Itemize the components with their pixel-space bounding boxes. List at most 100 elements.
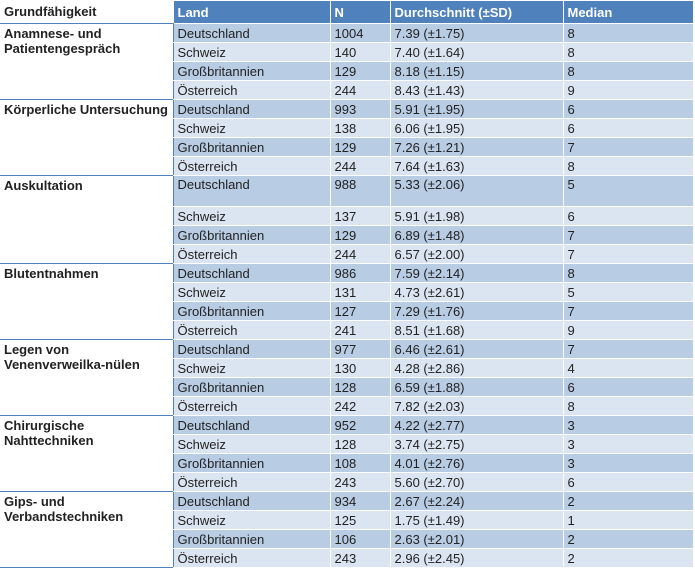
n-cell: 128	[329, 434, 391, 454]
mean-sd-cell: 7.29 (±1.76)	[389, 301, 564, 321]
median-cell: 1	[562, 510, 694, 530]
country-cell: Schweiz	[172, 118, 331, 138]
median-cell: 3	[562, 415, 694, 435]
median-cell: 7	[562, 225, 694, 245]
median-cell: 2	[562, 491, 694, 511]
data-row: Körperliche Untersuchung Deutschland 993 5.…	[0, 99, 694, 176]
mean-sd-cell: 5.60 (±2.70)	[389, 472, 564, 492]
mean-sd-cell: 2.67 (±2.24)	[389, 491, 564, 511]
mean-sd-cell: 1.75 (±1.49)	[389, 510, 564, 530]
n-cell: 1004	[329, 23, 391, 43]
country-cell: Schweiz	[172, 282, 331, 302]
header-cell: Durchschnitt (±SD)	[389, 0, 564, 24]
n-cell: 129	[329, 225, 391, 245]
n-cell: 986	[329, 263, 391, 283]
mean-sd-cell: 5.33 (±2.06)	[389, 175, 564, 207]
median-cell: 8	[562, 42, 694, 62]
median-cell: 3	[562, 434, 694, 454]
mean-sd-cell: 6.57 (±2.00)	[389, 244, 564, 264]
median-cell: 7	[562, 339, 694, 359]
median-cell: 5	[562, 175, 694, 207]
n-cell: 138	[329, 118, 391, 138]
n-cell: 934	[329, 491, 391, 511]
country-cell: Österreich	[172, 472, 331, 492]
country-cell: Großbritannien	[172, 529, 331, 549]
median-cell: 7	[562, 244, 694, 264]
median-cell: 2	[562, 548, 694, 568]
country-cell: Großbritannien	[172, 137, 331, 157]
data-row: Auskultation Deutschland 988 5.33 (±2.06) 5	[0, 175, 694, 264]
country-cell: Deutschland	[172, 491, 331, 511]
country-cell: Großbritannien	[172, 453, 331, 473]
median-cell: 6	[562, 206, 694, 226]
country-cell: Österreich	[172, 244, 331, 264]
mean-sd-cell: 7.59 (±2.14)	[389, 263, 564, 283]
median-cell: 3	[562, 453, 694, 473]
skill-cell: Anamnese- und Patientengespräch	[0, 23, 173, 100]
header-cell: Grundfähigkeit	[0, 0, 173, 24]
country-cell: Großbritannien	[172, 225, 331, 245]
mean-sd-cell: 8.43 (±1.43)	[389, 80, 564, 100]
n-cell: 125	[329, 510, 391, 530]
country-cell: Deutschland	[172, 415, 331, 435]
country-cell: Deutschland	[172, 99, 331, 119]
data-row: Großbritannien 129 8.18 (±1.15) 8	[0, 61, 694, 81]
n-cell: 977	[329, 339, 391, 359]
data-row: Großbritannien 127 7.29 (±1.76) 7	[0, 301, 694, 321]
data-row: Österreich 242 7.82 (±2.03) 8	[0, 396, 694, 416]
mean-sd-cell: 5.91 (±1.98)	[389, 206, 564, 226]
country-cell: Österreich	[172, 156, 331, 176]
country-cell: Großbritannien	[172, 301, 331, 321]
mean-sd-cell: 8.18 (±1.15)	[389, 61, 564, 81]
n-cell: 993	[329, 99, 391, 119]
median-cell: 8	[562, 396, 694, 416]
median-cell: 7	[562, 301, 694, 321]
data-row: Österreich 243 2.96 (±2.45) 2	[0, 548, 694, 568]
data-row: Schweiz 125 1.75 (±1.49) 1	[0, 510, 694, 530]
mean-sd-cell: 2.96 (±2.45)	[389, 548, 564, 568]
n-cell: 243	[329, 472, 391, 492]
mean-sd-cell: 3.74 (±2.75)	[389, 434, 564, 454]
n-cell: 131	[329, 282, 391, 302]
mean-sd-cell: 4.28 (±2.86)	[389, 358, 564, 378]
median-cell: 8	[562, 263, 694, 283]
mean-sd-cell: 6.46 (±2.61)	[389, 339, 564, 359]
mean-sd-cell: 7.26 (±1.21)	[389, 137, 564, 157]
n-cell: 952	[329, 415, 391, 435]
median-cell: 5	[562, 282, 694, 302]
data-row: Legen von Venenverweilka-nülen Deutschlan…	[0, 339, 694, 416]
n-cell: 129	[329, 61, 391, 81]
n-cell: 243	[329, 548, 391, 568]
country-cell: Schweiz	[172, 434, 331, 454]
data-row: Schweiz 140 7.40 (±1.64) 8	[0, 42, 694, 62]
n-cell: 129	[329, 137, 391, 157]
data-row: Großbritannien 106 2.63 (±2.01) 2	[0, 529, 694, 549]
mean-sd-cell: 8.51 (±1.68)	[389, 320, 564, 340]
country-cell: Großbritannien	[172, 377, 331, 397]
data-row: Schweiz 137 5.91 (±1.98) 6	[0, 206, 694, 226]
mean-sd-cell: 4.73 (±2.61)	[389, 282, 564, 302]
median-cell: 8	[562, 23, 694, 43]
median-cell: 9	[562, 320, 694, 340]
data-row: Großbritannien 108 4.01 (±2.76) 3	[0, 453, 694, 473]
country-cell: Österreich	[172, 548, 331, 568]
header-row: Grundfähigkeit Land N Durchschnitt (±SD) Med…	[0, 0, 694, 24]
median-cell: 6	[562, 472, 694, 492]
median-cell: 4	[562, 358, 694, 378]
n-cell: 137	[329, 206, 391, 226]
n-cell: 244	[329, 80, 391, 100]
mean-sd-cell: 7.40 (±1.64)	[389, 42, 564, 62]
n-cell: 128	[329, 377, 391, 397]
median-cell: 8	[562, 156, 694, 176]
country-cell: Deutschland	[172, 339, 331, 359]
data-row: Schweiz 131 4.73 (±2.61) 5	[0, 282, 694, 302]
n-cell: 106	[329, 529, 391, 549]
country-cell: Schweiz	[172, 206, 331, 226]
n-cell: 242	[329, 396, 391, 416]
skill-cell: Chirurgische Nahttechniken	[0, 415, 173, 492]
country-cell: Deutschland	[172, 175, 331, 207]
mean-sd-cell: 7.39 (±1.75)	[389, 23, 564, 43]
country-cell: Schweiz	[172, 510, 331, 530]
data-row: Großbritannien 129 6.89 (±1.48) 7	[0, 225, 694, 245]
